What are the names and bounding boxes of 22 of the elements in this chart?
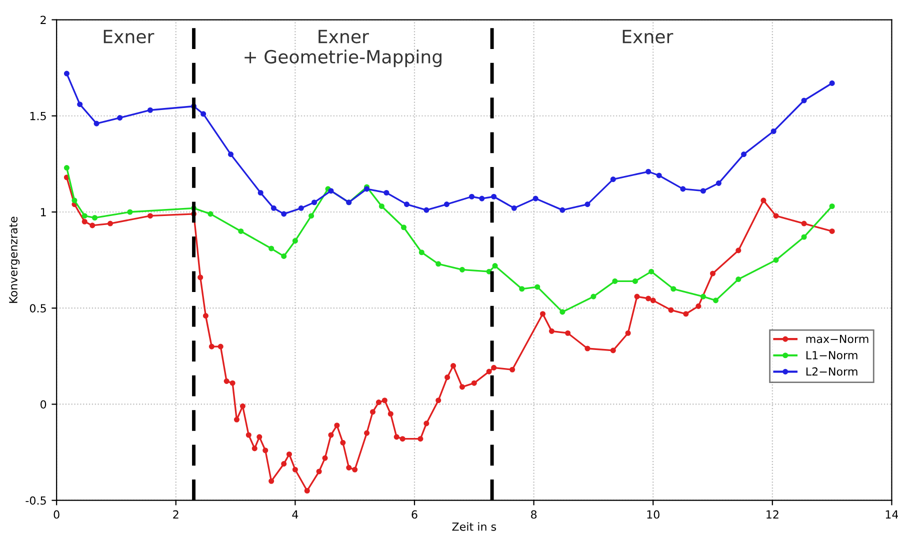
x-axis-title: Zeit in s [452,522,496,531]
x-tick-label: 10 [647,510,660,519]
x-tick-label: 2 [173,510,178,519]
y-tick-label: 0 [40,400,46,409]
x-tick-label: 4 [292,510,298,519]
legend-label: L1−Norm [806,351,858,360]
y-axis-title: Konvergenzrate [9,216,20,303]
annotation: Exner + Geometrie-Mapping [244,30,442,68]
y-tick-label: 1 [41,208,46,216]
legend-label: L2−Norm [806,367,858,376]
x-tick-label: 12 [766,510,778,519]
y-tick-label: 0.5 [30,304,46,312]
x-tick-label: 14 [886,510,898,519]
annotation: Exner [622,30,674,44]
legend-label: max−Norm [806,334,868,344]
y-tick-label: 2 [40,16,46,24]
y-tick-label: -0.5 [26,496,46,505]
x-tick-label: 6 [412,510,418,519]
annotation: Exner [104,30,154,44]
y-tick-label: 1.5 [30,112,46,120]
x-tick-label: 8 [531,510,537,519]
x-tick-label: 0 [54,510,60,519]
